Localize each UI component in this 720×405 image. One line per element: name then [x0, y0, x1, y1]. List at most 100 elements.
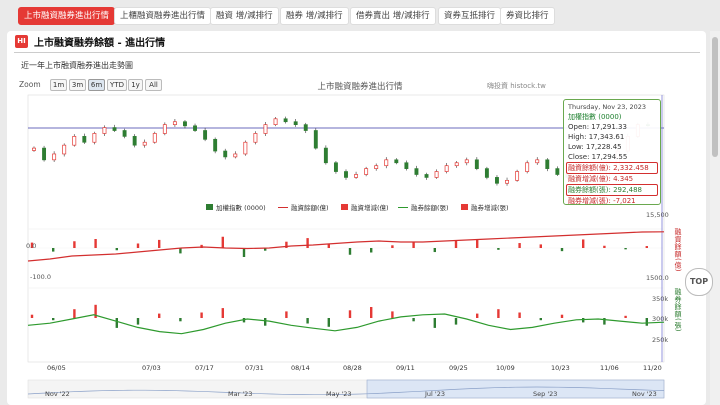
short-change-bar — [73, 309, 76, 318]
content-card: HI 上市融資融券餘額 - 進出行情 近一年上市融資融券進出走勢圖 — [7, 31, 706, 405]
margin-change-bar — [582, 239, 585, 248]
candle-body — [374, 165, 379, 169]
tab-short-rank[interactable]: 融券 增/減排行 — [280, 7, 349, 25]
tooltip-index-name: 加權指數 (0000) — [568, 113, 622, 121]
short-change-bar — [264, 318, 267, 326]
candle-body — [293, 121, 298, 126]
x-label: 08/14 — [291, 364, 310, 372]
margin-change-bar — [454, 240, 458, 248]
x-label: 11/20 — [643, 364, 662, 372]
chart-watermark: 嗨投資 histock.tw — [487, 82, 546, 90]
margin-change-bar — [370, 248, 373, 253]
navigator-label: Sep '23 — [533, 390, 558, 398]
margin-change-bar — [539, 244, 542, 248]
chart-grid — [27, 94, 665, 363]
legend-margin-balance[interactable]: 融資餘額(億) — [291, 204, 329, 212]
short-change-bar — [391, 311, 394, 318]
tooltip-margin-change: 融資增減(億): 4.345 — [568, 175, 634, 183]
tooltip-margin-balance: 融資餘額(億): 2,332.458 — [566, 162, 658, 174]
margin-change-bar — [348, 248, 352, 255]
short-change-bar — [348, 310, 352, 318]
tab-borrow-rank[interactable]: 借券賣出 增/減排行 — [350, 7, 436, 25]
short-change-bar — [115, 318, 118, 328]
zoom-1m-button[interactable]: 1m — [50, 79, 67, 91]
x-label: 06/05 — [47, 364, 66, 372]
scrollbar-thumb[interactable] — [712, 37, 718, 157]
scrollbar-track[interactable] — [710, 31, 720, 405]
zoom-all-button[interactable]: All — [145, 79, 162, 91]
margin-change-bar — [73, 241, 76, 248]
candle-body — [112, 127, 117, 131]
navigator-label: May '23 — [326, 390, 352, 398]
margin-change-bar — [52, 248, 55, 252]
candle-body — [444, 165, 449, 172]
candle-body — [344, 171, 348, 178]
short-change-bar — [306, 318, 309, 324]
short-change-bar — [603, 318, 606, 325]
tab-margin-rank[interactable]: 融資 增/減排行 — [210, 7, 279, 25]
legend-short-change-swatch — [461, 204, 468, 210]
legend-short-balance[interactable]: 融券餘額(張) — [411, 204, 449, 212]
legend-short-change[interactable]: 融券增減(張) — [471, 204, 509, 212]
short-change-bar — [433, 318, 436, 328]
candle-body — [72, 136, 77, 146]
candle-body — [243, 141, 248, 155]
short-change-bar — [52, 318, 55, 321]
margin-change-bar — [327, 243, 330, 248]
candle-body — [253, 133, 258, 143]
short-change-bar — [327, 318, 330, 327]
legend-index[interactable]: 加權指數 (0000) — [216, 204, 266, 212]
margin-change-bar — [30, 242, 34, 248]
short-change-bar — [136, 318, 140, 325]
candle-body — [273, 118, 278, 126]
tab-ratio-rank[interactable]: 券資比排行 — [500, 7, 555, 25]
short-change-bar — [285, 311, 288, 318]
candle-body — [484, 168, 489, 178]
legend-index-swatch — [206, 204, 213, 210]
candle-body — [364, 168, 369, 175]
margin-change-bar — [306, 238, 309, 248]
tooltip-close: Close: 17,294.55 — [568, 153, 628, 161]
legend-margin-change-swatch — [341, 204, 348, 210]
short-balance-line — [27, 313, 665, 335]
candle-body — [213, 138, 218, 152]
divider — [14, 52, 700, 53]
candle-body — [454, 162, 459, 167]
candle-body — [152, 133, 157, 143]
margin-change-bar — [497, 248, 500, 250]
price-tick-15500: 15,500 — [646, 211, 669, 219]
short-change-bar — [221, 308, 224, 318]
candle-body — [384, 159, 389, 167]
candle-body — [172, 121, 177, 126]
tooltip-low: Low: 17,228.45 — [568, 143, 622, 151]
short-change-bar — [539, 318, 542, 321]
zoom-3m-button[interactable]: 3m — [69, 79, 86, 91]
zoom-ytd-button[interactable]: YTD — [107, 79, 127, 91]
candle-body — [193, 125, 197, 131]
candle-body — [82, 136, 87, 143]
x-label: 11/06 — [600, 364, 619, 372]
margin-balance-axis-label: 融資餘額(億) — [674, 228, 682, 272]
margin-change-bar — [560, 248, 564, 252]
short-balance-axis-label: 融券餘額(張) — [674, 288, 682, 332]
margin-change-bar — [518, 243, 521, 248]
legend-margin-change[interactable]: 融資增減(億) — [351, 204, 389, 212]
short-change-bar — [200, 312, 203, 318]
candle-body — [333, 162, 338, 172]
x-label: 07/31 — [245, 364, 264, 372]
zoom-6m-button[interactable]: 6m — [88, 79, 105, 91]
navigator-window — [366, 379, 665, 399]
x-label: 09/11 — [396, 364, 415, 372]
candle-body — [52, 153, 57, 161]
candle-body — [223, 150, 228, 158]
tooltip-high: High: 17,343.61 — [568, 133, 625, 141]
back-to-top-button[interactable]: TOP — [685, 268, 713, 296]
candle-body — [414, 168, 419, 175]
short-change-bar — [518, 312, 521, 318]
navigator-label: Mar '23 — [228, 390, 253, 398]
margin-change-bar — [624, 248, 627, 250]
zoom-1y-button[interactable]: 1y — [128, 79, 143, 91]
margin-balance-path — [27, 231, 665, 262]
short-change-bar — [624, 315, 627, 318]
